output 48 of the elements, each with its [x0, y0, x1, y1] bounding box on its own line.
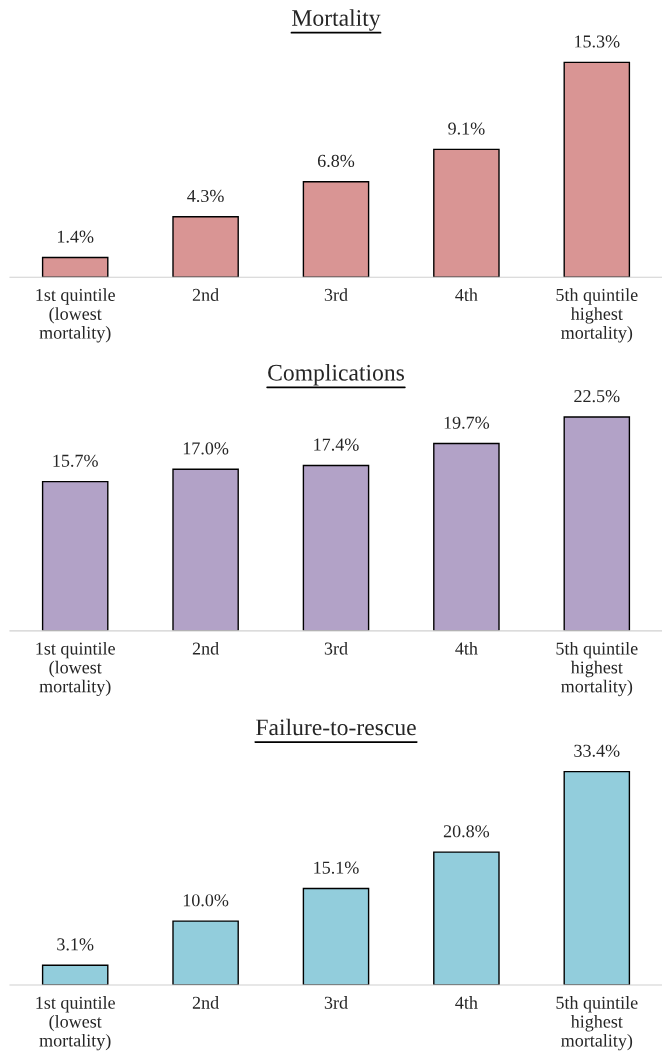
data-label: 15.3%	[575, 35, 620, 48]
x-tick-label: 2nd	[192, 996, 219, 1009]
data-label: 17.4%	[314, 438, 359, 451]
data-label: 10.0%	[183, 894, 229, 907]
data-label: 15.7%	[53, 454, 98, 467]
data-label: 33.4%	[574, 744, 620, 757]
data-label: 17.0%	[183, 442, 229, 455]
chart-title: Complications	[268, 364, 405, 386]
bar	[41, 964, 109, 986]
x-tick-label: 3rd	[324, 996, 348, 1009]
x-tick-label: 4th	[455, 996, 478, 1009]
data-label: 9.1%	[448, 122, 485, 135]
data-label: 15.1%	[314, 861, 359, 874]
x-tick-label: 5th quintile highest mortality)	[556, 996, 638, 1051]
bar	[563, 770, 631, 986]
data-label: 20.8%	[443, 825, 490, 838]
bar	[172, 468, 239, 631]
x-tick-label: 2nd	[192, 641, 219, 655]
data-label: 1.4%	[57, 230, 94, 243]
data-label: 4.3%	[187, 189, 224, 203]
x-tick-label: 1st quintile (lowest mortality)	[36, 288, 115, 343]
bar	[41, 480, 109, 631]
x-tick-label: 3rd	[324, 288, 348, 301]
chart-title: Mortality	[292, 9, 381, 31]
bar	[302, 180, 370, 278]
bar	[433, 148, 500, 278]
data-label: 3.1%	[57, 938, 94, 951]
bar	[302, 887, 370, 986]
bar	[41, 256, 109, 278]
x-tick-label: 2nd	[192, 288, 219, 301]
x-tick-label: 3rd	[324, 641, 348, 655]
x-tick-label: 1st quintile (lowest mortality)	[36, 641, 115, 697]
x-tick-label: 4th	[455, 288, 478, 301]
chart-title: Failure-to-rescue	[256, 718, 416, 736]
bar	[563, 416, 631, 631]
data-label: 22.5%	[574, 389, 620, 403]
bar	[563, 61, 631, 278]
data-label: 19.7%	[444, 416, 490, 429]
x-tick-label: 5th quintile highest mortality)	[556, 288, 638, 343]
bar	[172, 216, 239, 278]
data-label: 6.8%	[317, 154, 355, 167]
bar	[433, 851, 500, 986]
bar	[302, 464, 370, 631]
x-tick-label: 4th	[455, 641, 478, 655]
bar	[172, 920, 239, 986]
x-tick-label: 5th quintile highest mortality)	[556, 641, 638, 697]
bar	[433, 442, 500, 631]
x-tick-label: 1st quintile (lowest mortality)	[36, 996, 115, 1051]
